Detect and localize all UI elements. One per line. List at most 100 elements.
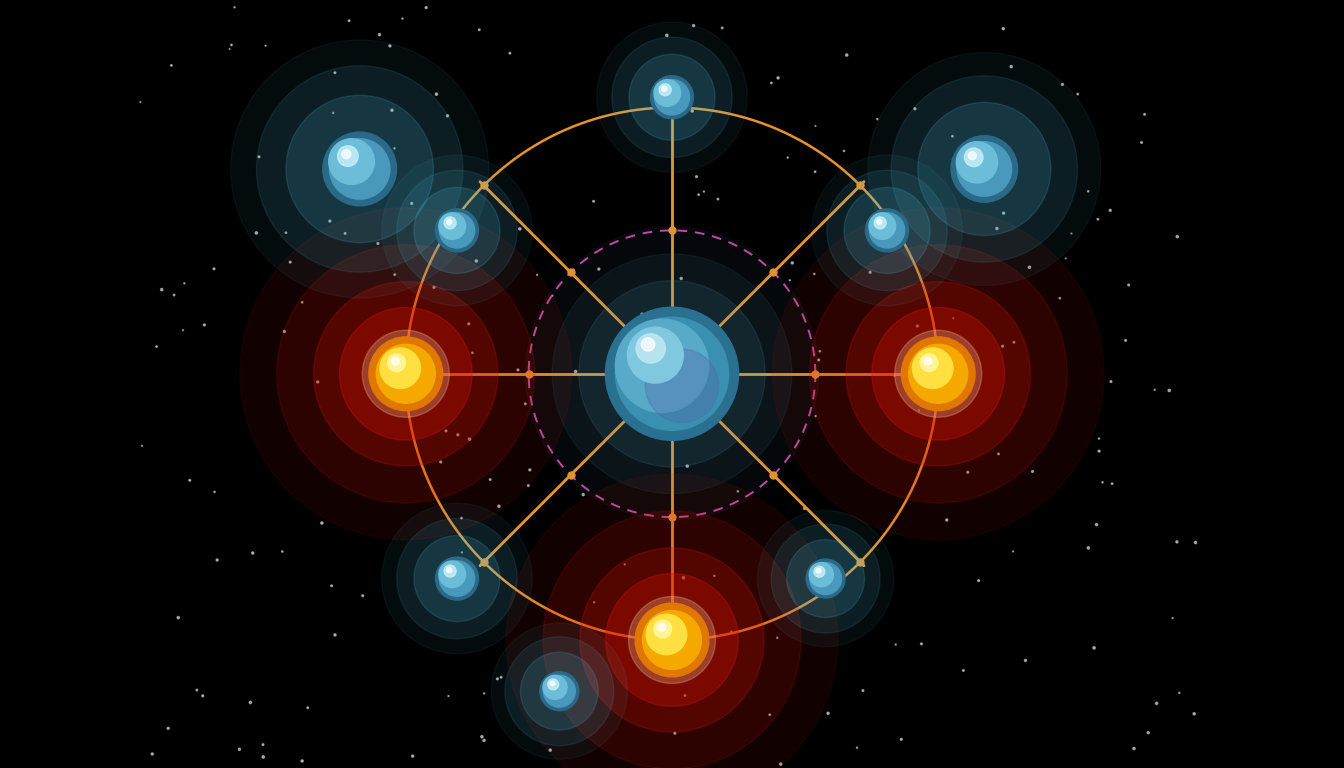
Circle shape [645, 349, 719, 422]
Point [337, 140, 359, 152]
Point [401, 197, 422, 210]
Circle shape [444, 565, 456, 577]
Circle shape [492, 623, 628, 760]
Circle shape [641, 338, 655, 351]
Circle shape [435, 557, 478, 600]
Circle shape [909, 344, 968, 403]
Point [1168, 687, 1189, 699]
Point [1124, 743, 1145, 755]
Point [430, 455, 452, 468]
Circle shape [552, 254, 792, 494]
Point [661, 224, 683, 237]
Point [762, 266, 784, 279]
Point [437, 110, 458, 122]
Point [472, 730, 493, 743]
Circle shape [616, 319, 708, 412]
Point [324, 67, 345, 79]
Point [867, 113, 888, 125]
Circle shape [605, 307, 739, 440]
Circle shape [965, 148, 982, 167]
Point [953, 149, 974, 161]
Circle shape [870, 213, 905, 248]
Point [368, 28, 390, 41]
Circle shape [655, 80, 680, 106]
Circle shape [396, 518, 517, 639]
Point [280, 256, 301, 268]
Point [632, 308, 653, 320]
Point [204, 486, 226, 498]
Circle shape [612, 37, 732, 157]
Point [884, 638, 906, 650]
Circle shape [812, 155, 962, 306]
Circle shape [872, 307, 1004, 440]
Circle shape [629, 55, 715, 141]
Point [292, 296, 313, 309]
Point [1021, 465, 1043, 478]
Point [1019, 261, 1040, 273]
Point [1146, 697, 1168, 710]
Point [383, 142, 405, 154]
Point [1101, 376, 1122, 388]
Circle shape [876, 219, 882, 224]
Point [173, 277, 195, 290]
Point [661, 634, 683, 646]
Circle shape [809, 563, 833, 587]
Point [402, 750, 423, 763]
Point [1167, 536, 1188, 548]
Point [953, 664, 974, 677]
Point [583, 195, 605, 207]
Point [1137, 727, 1159, 739]
Point [671, 273, 692, 285]
Point [448, 429, 469, 441]
Point [1003, 545, 1024, 558]
Point [517, 368, 539, 380]
Circle shape [507, 474, 837, 768]
Circle shape [628, 327, 683, 383]
Point [172, 324, 194, 336]
Point [132, 439, 153, 452]
Circle shape [655, 620, 672, 637]
Point [391, 12, 413, 25]
Point [1050, 292, 1071, 304]
Circle shape [520, 652, 598, 730]
Point [473, 556, 495, 568]
Circle shape [968, 151, 976, 160]
Circle shape [543, 511, 801, 768]
Point [942, 130, 964, 142]
Point [228, 743, 250, 756]
Circle shape [439, 213, 474, 248]
Circle shape [286, 95, 433, 243]
Point [781, 257, 802, 269]
Circle shape [579, 280, 765, 467]
Point [395, 368, 417, 380]
Point [192, 690, 214, 702]
Point [367, 237, 388, 250]
Circle shape [616, 317, 728, 430]
Point [767, 71, 789, 84]
Point [297, 702, 319, 714]
Point [179, 474, 200, 486]
Circle shape [773, 208, 1105, 540]
Point [817, 707, 839, 720]
Point [905, 103, 926, 115]
Circle shape [414, 535, 500, 621]
Point [1089, 432, 1110, 445]
Point [1134, 108, 1156, 121]
Circle shape [341, 150, 351, 159]
Circle shape [323, 132, 396, 206]
Point [129, 96, 151, 108]
Point [833, 145, 855, 157]
Point [1114, 334, 1136, 346]
Point [542, 290, 563, 302]
Point [151, 283, 172, 296]
Circle shape [363, 330, 449, 417]
Point [253, 738, 274, 750]
Point [274, 326, 296, 338]
Circle shape [550, 681, 555, 686]
Circle shape [844, 187, 930, 273]
Point [1015, 654, 1036, 667]
Point [655, 361, 676, 373]
Point [539, 744, 560, 756]
Point [321, 580, 343, 592]
Circle shape [952, 136, 1017, 202]
